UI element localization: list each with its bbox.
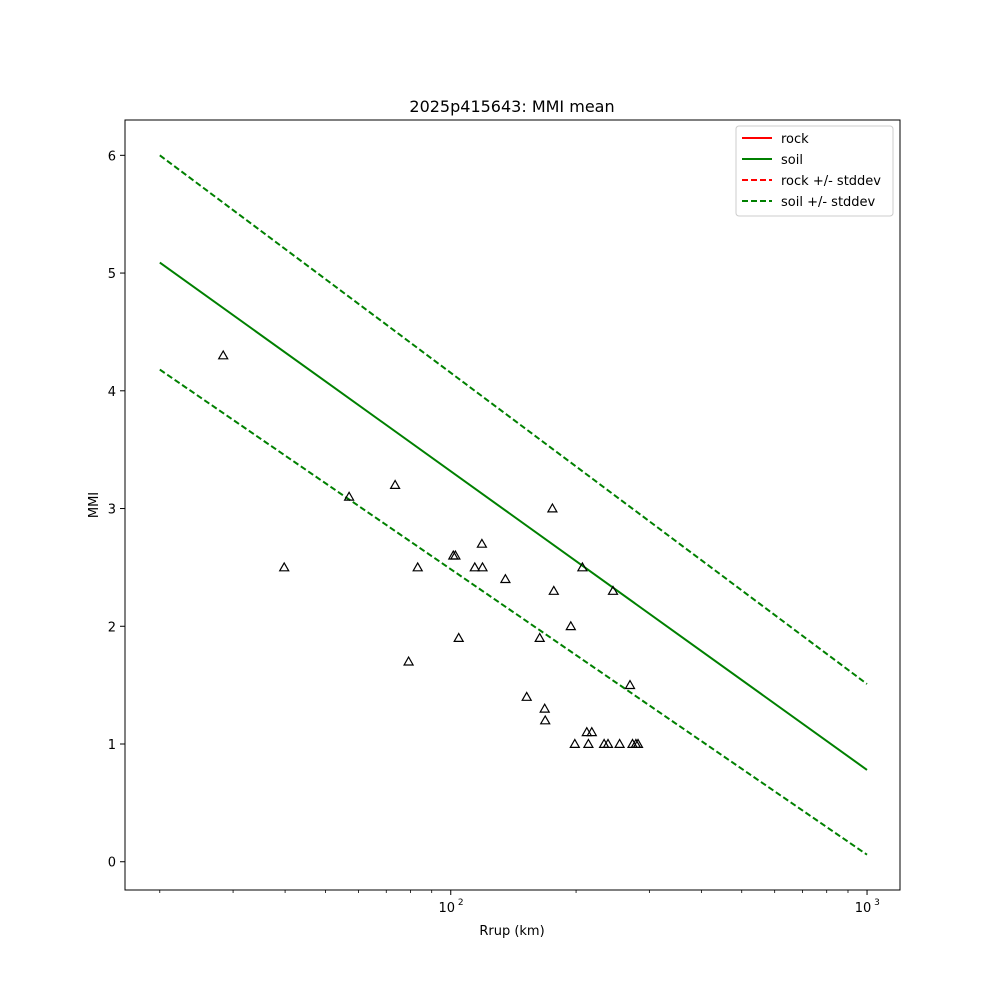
observation-point	[569, 738, 581, 749]
series-line-soil-stddev-1	[159, 368, 868, 856]
observation-point	[499, 573, 511, 584]
observation-point	[586, 726, 598, 737]
y-tick-label: 5	[108, 267, 116, 282]
observation-point	[521, 691, 533, 701]
x-tick-label: 10	[438, 901, 455, 916]
observation-point	[469, 561, 481, 572]
observation-point	[632, 738, 644, 749]
y-tick-label: 1	[108, 738, 116, 753]
y-tick-label: 6	[108, 149, 116, 164]
series-line-soil-0	[159, 261, 868, 771]
observation-point	[624, 679, 636, 690]
plot-area	[159, 154, 868, 856]
y-tick-label: 0	[108, 856, 116, 871]
observation-point	[278, 561, 290, 572]
observation-point	[476, 561, 489, 572]
observation-point	[602, 738, 614, 749]
observation-point	[449, 549, 461, 560]
observation-point	[565, 620, 577, 631]
observation-point	[534, 632, 546, 643]
y-tick-label: 2	[108, 620, 116, 635]
y-tick-label: 3	[108, 503, 116, 518]
observation-point	[539, 714, 551, 725]
legend-box	[735, 125, 894, 217]
y-axis: 0 1 2 3 4 5 6	[108, 149, 125, 871]
observation-point	[576, 561, 588, 572]
observation-point	[453, 632, 465, 643]
observation-point	[548, 585, 560, 595]
observation-point	[476, 538, 488, 548]
observation-point	[614, 738, 626, 749]
legend-label: soil +/- stddev	[781, 195, 876, 210]
legend-label: rock +/- stddev	[781, 174, 881, 189]
observation-point	[403, 655, 415, 666]
y-tick-label: 4	[108, 385, 116, 400]
y-axis-label: MMI	[87, 492, 102, 518]
observation-point	[412, 561, 424, 572]
observation-point	[539, 702, 551, 713]
series-line-soil-stddev-0	[159, 154, 868, 685]
x-tick-label-exponent: 3	[874, 898, 880, 908]
observation-point	[607, 585, 619, 595]
markers-layer	[217, 349, 644, 749]
legend-label: rock	[781, 132, 809, 147]
observation-point	[389, 479, 401, 489]
axes-frame	[124, 119, 901, 891]
observation-point	[217, 349, 229, 360]
legend-label: soil	[781, 153, 803, 168]
observation-point	[343, 491, 355, 501]
legend: rock soil rock +/- stddev soil +/- stddev	[735, 125, 894, 217]
x-tick-label: 10	[855, 901, 872, 916]
lines-layer	[159, 154, 868, 856]
observation-point	[582, 738, 594, 749]
chart-title: 2025p415643: MMI mean	[409, 97, 614, 116]
x-axis: 10 2 10 3	[159, 890, 880, 916]
x-axis-label: Rrup (km)	[479, 924, 544, 939]
observation-point	[546, 502, 558, 513]
x-tick-label-exponent: 2	[458, 898, 464, 908]
